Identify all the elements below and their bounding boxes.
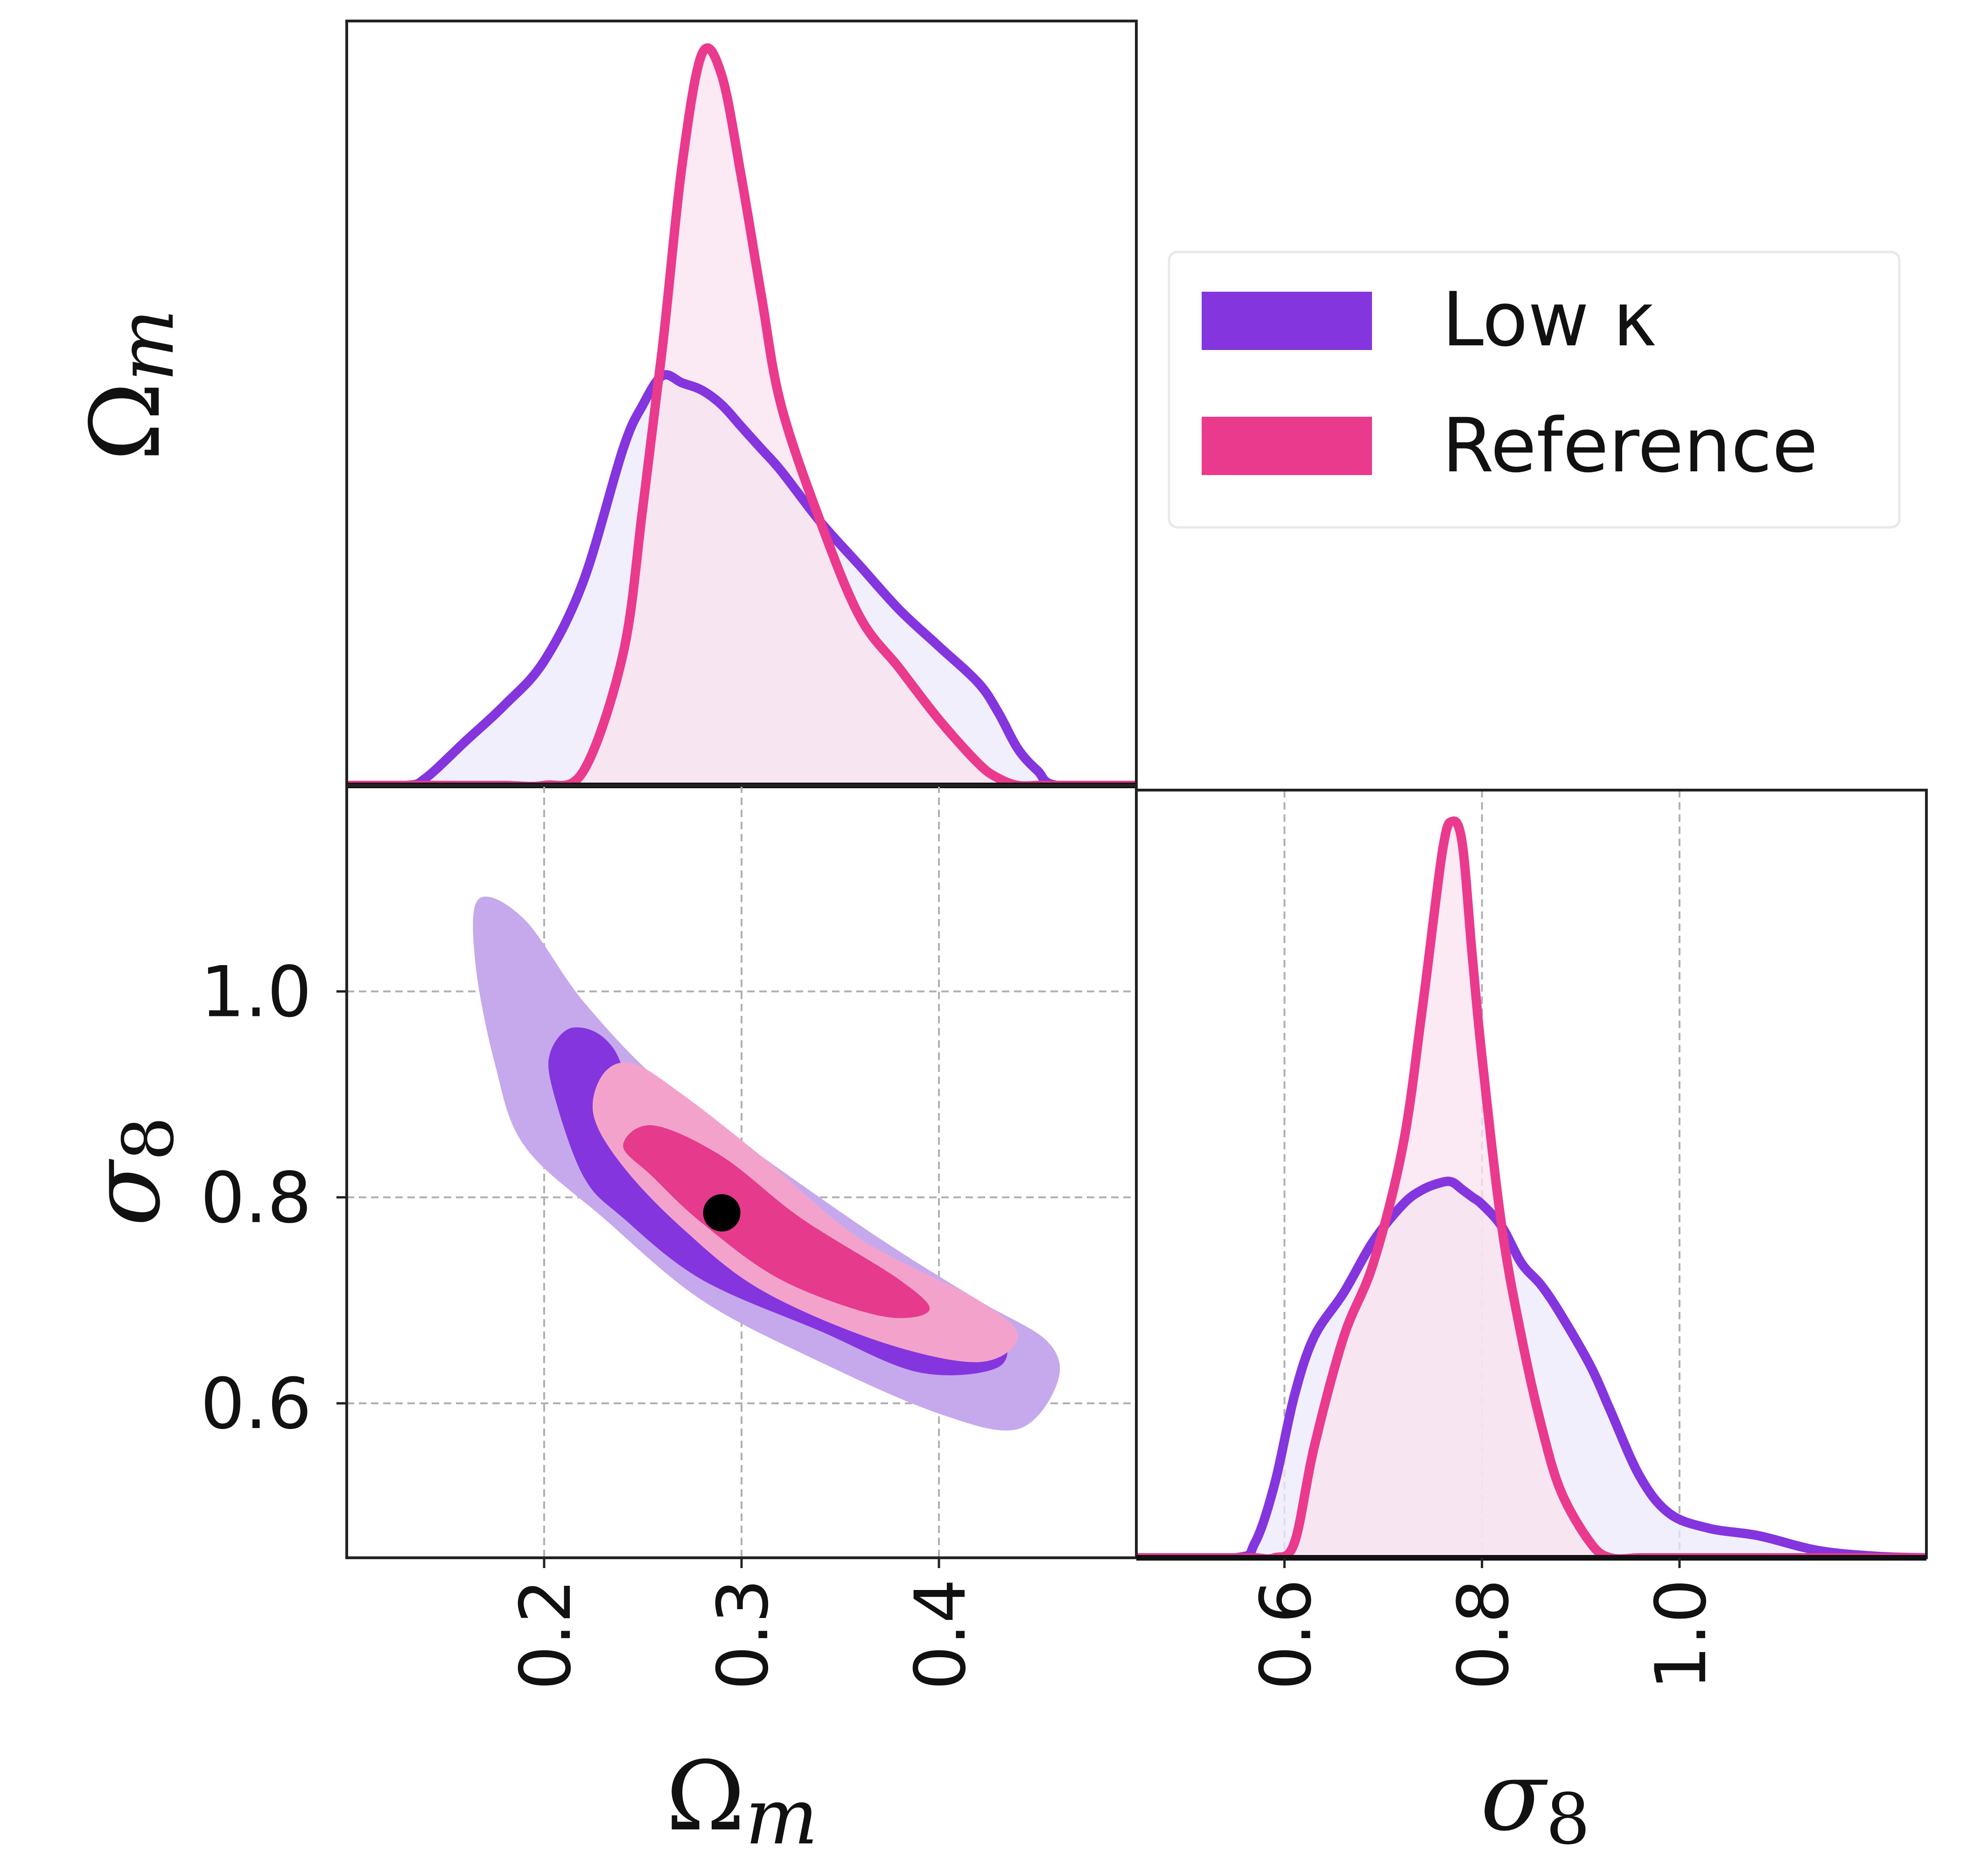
contour-reference-95 [592, 1062, 1018, 1362]
true-parameter-point [703, 1194, 741, 1232]
joint-xtick-label-0.2: 0.2 [505, 1579, 587, 1690]
sigma8-marginal-lines [1136, 816, 1926, 1558]
sigma8-marginal-line-reference [1136, 816, 1926, 1558]
joint-ytick-label-0.6: 0.6 [200, 1364, 312, 1445]
omega-m-marginal-fill-reference [347, 48, 1136, 785]
joint-xtick-label-0.4: 0.4 [900, 1579, 981, 1690]
legend-swatch-low-kappa [1202, 292, 1372, 350]
joint-contours [473, 896, 1060, 1431]
sigma8-marginal-fills [1136, 821, 1926, 1558]
sigma8-marginal-line-low [1136, 1177, 1926, 1558]
omega-m-marginal-line-low [347, 370, 1136, 785]
joint-xlabel: Ωm [666, 1741, 818, 1849]
joint-xtick-label-0.3: 0.3 [703, 1579, 784, 1690]
joint-ytick-label-0.8: 0.8 [200, 1158, 312, 1239]
sigma8-xlabel: σ8 [1480, 1741, 1590, 1849]
omega-m-marginal-panel: Ωm [70, 20, 1138, 788]
joint-y-ticks: 0.6 0.8 1.0 [200, 952, 347, 1445]
sigma8-marginal-grid [1283, 790, 1680, 1558]
sigma8-xtick-label-0.8: 0.8 [1443, 1579, 1525, 1690]
omega-m-marginal-fills [347, 48, 1136, 785]
omega-m-marginal-ylabel: Ωm [70, 309, 191, 461]
contour-reference-68 [623, 1125, 930, 1318]
joint-panel: 0.2 0.3 0.4 0.6 0.8 1.0 Ωm σ8 [70, 784, 1138, 1849]
sigma8-xtick-label-0.6: 0.6 [1246, 1579, 1327, 1690]
joint-ytick-label-1.0: 1.0 [200, 952, 312, 1033]
legend-label-low-kappa: Low κ [1442, 276, 1657, 363]
sigma8-marginal-fill-reference [1136, 821, 1926, 1558]
sigma8-x-ticks: 0.6 0.8 1.0 [1246, 1558, 1722, 1690]
sigma8-xtick-label-1.0: 1.0 [1641, 1579, 1722, 1690]
joint-ylabel: σ8 [70, 1116, 189, 1226]
sigma8-marginal-panel: 0.6 0.8 1.0 σ8 [1135, 789, 1928, 1849]
legend-label-reference: Reference [1442, 402, 1818, 489]
joint-x-ticks: 0.2 0.3 0.4 [505, 1558, 981, 1690]
legend-swatch-reference [1202, 417, 1372, 475]
legend: Low κ Reference [1168, 251, 1901, 529]
